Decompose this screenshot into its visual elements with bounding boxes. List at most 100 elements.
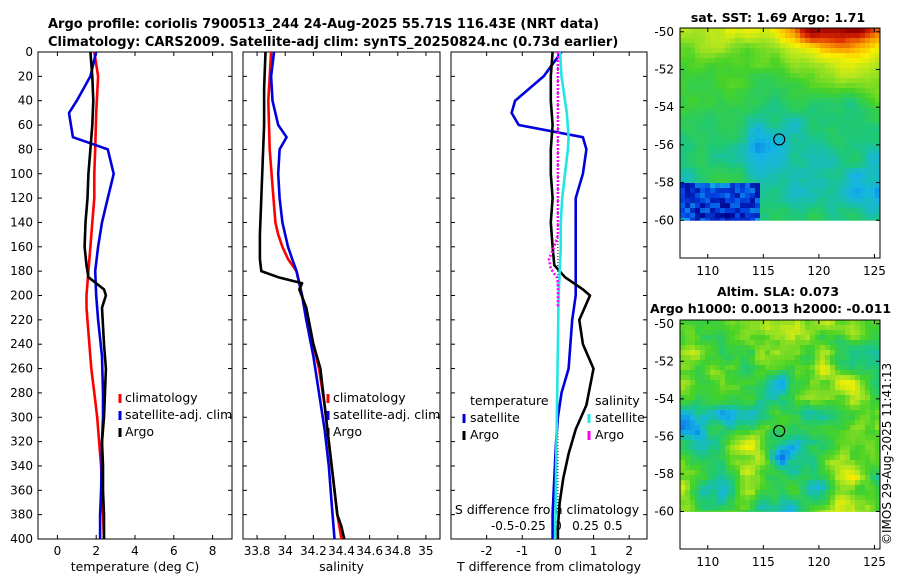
heatmap-cell (700, 450, 706, 456)
heatmap-cell (690, 350, 696, 356)
heatmap-cell (835, 83, 841, 89)
heatmap-cell (745, 335, 751, 341)
heatmap-cell (810, 88, 816, 94)
heatmap-cell (865, 360, 871, 366)
heatmap-cell (805, 405, 811, 411)
heatmap-cell (870, 128, 876, 134)
heatmap-cell (760, 148, 766, 154)
heatmap-cell (800, 415, 806, 421)
heatmap-cell (850, 350, 856, 356)
heatmap-cell (805, 510, 811, 512)
heatmap-cell (735, 505, 741, 511)
heatmap-cell (845, 420, 851, 426)
heatmap-cell (835, 450, 841, 456)
heatmap-cell (870, 345, 876, 351)
heatmap-cell (860, 410, 866, 416)
heatmap-cell (715, 510, 721, 512)
heatmap-cell (845, 128, 851, 134)
heatmap-cell (765, 193, 771, 199)
heatmap-cell (850, 480, 856, 486)
heatmap-cell (755, 58, 761, 64)
heatmap-cell (855, 53, 861, 59)
heatmap-cell (840, 63, 846, 69)
heatmap-cell (745, 58, 751, 64)
heatmap-cell (710, 53, 716, 59)
heatmap-cell (735, 183, 741, 189)
heatmap-cell (795, 38, 801, 44)
heatmap-cell (860, 78, 866, 84)
heatmap-cell (735, 63, 741, 69)
heatmap-cell (825, 123, 831, 129)
heatmap-cell (850, 168, 856, 174)
heatmap-cell (785, 445, 791, 451)
heatmap-cell (810, 28, 816, 34)
heatmap-cell (840, 218, 846, 221)
heatmap-cell (735, 98, 741, 104)
heatmap-cell (845, 490, 851, 496)
heatmap-cell (695, 490, 701, 496)
heatmap-cell (845, 375, 851, 381)
heatmap-cell (770, 410, 776, 416)
heatmap-cell (695, 88, 701, 94)
heatmap-cell (745, 345, 751, 351)
heatmap-cell (745, 93, 751, 99)
heatmap-cell (835, 340, 841, 346)
heatmap-cell (810, 450, 816, 456)
heatmap-cell (680, 48, 686, 54)
heatmap-cell (695, 415, 701, 421)
heatmap-cell (740, 420, 746, 426)
heatmap-cell (840, 465, 846, 471)
heatmap-cell (725, 118, 731, 124)
heatmap-cell (745, 178, 751, 184)
heatmap-cell (700, 320, 706, 326)
heatmap-cell (795, 390, 801, 396)
heatmap-cell (820, 38, 826, 44)
heatmap-cell (755, 360, 761, 366)
heatmap-cell (760, 68, 766, 74)
heatmap-cell (855, 340, 861, 346)
heatmap-cell (735, 485, 741, 491)
heatmap-cell (695, 73, 701, 79)
heatmap-cell (785, 440, 791, 446)
heatmap-cell (765, 98, 771, 104)
heatmap-cell (715, 168, 721, 174)
heatmap-cell (800, 28, 806, 34)
heatmap-cell (820, 495, 826, 501)
heatmap-cell (805, 163, 811, 169)
heatmap-cell (760, 350, 766, 356)
heatmap-cell (740, 455, 746, 461)
heatmap-cell (875, 88, 881, 94)
heatmap-cell (700, 118, 706, 124)
heatmap-cell (820, 380, 826, 386)
heatmap-cell (690, 103, 696, 109)
heatmap-cell (710, 48, 716, 54)
heatmap-cell (865, 208, 871, 214)
heatmap-cell (815, 178, 821, 184)
heatmap-cell (720, 53, 726, 59)
heatmap-cell (725, 48, 731, 54)
heatmap-cell (785, 133, 791, 139)
heatmap-cell (760, 193, 766, 199)
heatmap-cell (760, 450, 766, 456)
heatmap-cell (840, 375, 846, 381)
heatmap-cell (855, 178, 861, 184)
heatmap-cell (720, 43, 726, 49)
heatmap-cell (845, 410, 851, 416)
heatmap-cell (805, 178, 811, 184)
heatmap-cell (740, 475, 746, 481)
heatmap-cell (745, 188, 751, 194)
heatmap-cell (680, 400, 686, 406)
heatmap-cell (825, 430, 831, 436)
heatmap-cell (725, 178, 731, 184)
heatmap-cell (870, 43, 876, 49)
heatmap-cell (750, 138, 756, 144)
heatmap-cell (800, 510, 806, 512)
heatmap-cell (780, 445, 786, 451)
heatmap-cell (735, 400, 741, 406)
heatmap-cell (685, 148, 691, 154)
heatmap-cell (800, 208, 806, 214)
heatmap-cell (715, 330, 721, 336)
x-axis-label: temperature (deg C) (71, 559, 200, 574)
heatmap-cell (755, 78, 761, 84)
x-axis-label: T difference from climatology (456, 559, 642, 574)
